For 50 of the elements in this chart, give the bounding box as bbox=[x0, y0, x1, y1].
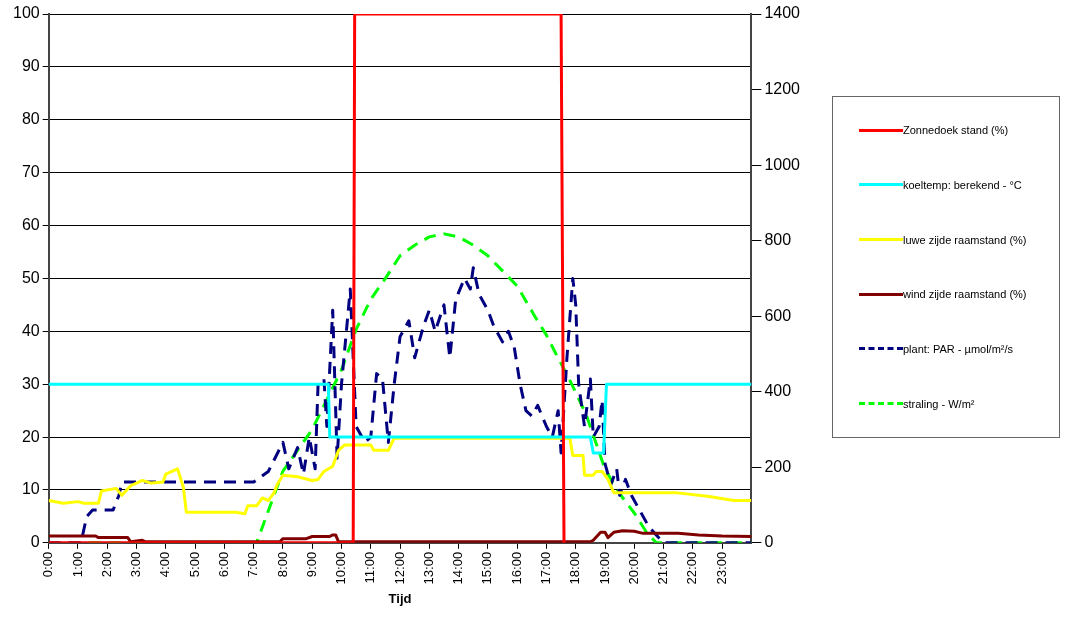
x-tick-label: 23:00 bbox=[713, 551, 729, 585]
legend-label: plant: PAR - µmol/m²/s bbox=[903, 342, 1014, 355]
y-tick-label: 20 bbox=[21, 427, 40, 445]
x-tick-label: 0:00 bbox=[40, 551, 56, 578]
y2-tick-label: 600 bbox=[764, 306, 792, 324]
y2-tick-label: 1000 bbox=[764, 155, 801, 173]
y2-tick-label: 1400 bbox=[764, 4, 801, 22]
x-tick-label: 17:00 bbox=[538, 551, 554, 585]
x-tick-label: 6:00 bbox=[215, 551, 231, 578]
x-tick-label: 21:00 bbox=[655, 551, 671, 585]
y-tick-label: 50 bbox=[21, 268, 40, 286]
y-tick-label: 70 bbox=[21, 163, 40, 181]
y-tick-label: 0 bbox=[30, 533, 40, 551]
x-tick-label: 4:00 bbox=[157, 551, 173, 578]
y-tick-label: 80 bbox=[21, 110, 40, 128]
x-tick-label: 19:00 bbox=[596, 551, 612, 585]
legend-label: straling - W/m² bbox=[903, 397, 975, 410]
x-tick-label: 20:00 bbox=[625, 551, 641, 585]
y-tick-label: 60 bbox=[21, 215, 40, 233]
x-tick-label: 16:00 bbox=[508, 551, 524, 585]
y-tick-label: 40 bbox=[21, 321, 40, 339]
y2-tick-label: 0 bbox=[764, 533, 774, 551]
x-tick-label: 2:00 bbox=[98, 551, 114, 578]
x-axis-title: Tijd bbox=[388, 590, 412, 606]
x-tick-label: 8:00 bbox=[274, 551, 290, 578]
x-tick-label: 15:00 bbox=[479, 551, 495, 585]
x-tick-label: 1:00 bbox=[69, 551, 85, 578]
legend-label: wind zijde raamstand (%) bbox=[903, 288, 1027, 301]
x-tick-label: 14:00 bbox=[450, 551, 466, 585]
y2-tick-label: 400 bbox=[764, 382, 792, 400]
y-tick-label: 90 bbox=[21, 57, 40, 75]
legend-label: Zonnedoek stand (%) bbox=[903, 124, 1009, 137]
y2-tick-label: 800 bbox=[764, 231, 792, 249]
legend-label: luwe zijde raamstand (%) bbox=[903, 233, 1027, 246]
legend-label: koeltemp: berekend - °C bbox=[903, 178, 1022, 191]
x-tick-label: 12:00 bbox=[391, 551, 407, 585]
x-tick-label: 9:00 bbox=[303, 551, 319, 578]
x-tick-label: 11:00 bbox=[362, 551, 378, 584]
x-tick-label: 22:00 bbox=[684, 551, 700, 585]
y-tick-label: 10 bbox=[21, 480, 40, 498]
y2-tick-label: 1200 bbox=[764, 79, 801, 97]
y2-tick-label: 200 bbox=[764, 457, 792, 475]
x-tick-label: 3:00 bbox=[128, 551, 144, 578]
y-tick-label: 30 bbox=[21, 374, 40, 392]
x-tick-label: 7:00 bbox=[245, 551, 261, 578]
x-tick-label: 13:00 bbox=[420, 551, 436, 585]
x-tick-label: 10:00 bbox=[333, 551, 349, 585]
y-tick-label: 100 bbox=[12, 4, 40, 22]
x-tick-label: 5:00 bbox=[186, 551, 202, 578]
x-tick-label: 18:00 bbox=[567, 551, 583, 585]
